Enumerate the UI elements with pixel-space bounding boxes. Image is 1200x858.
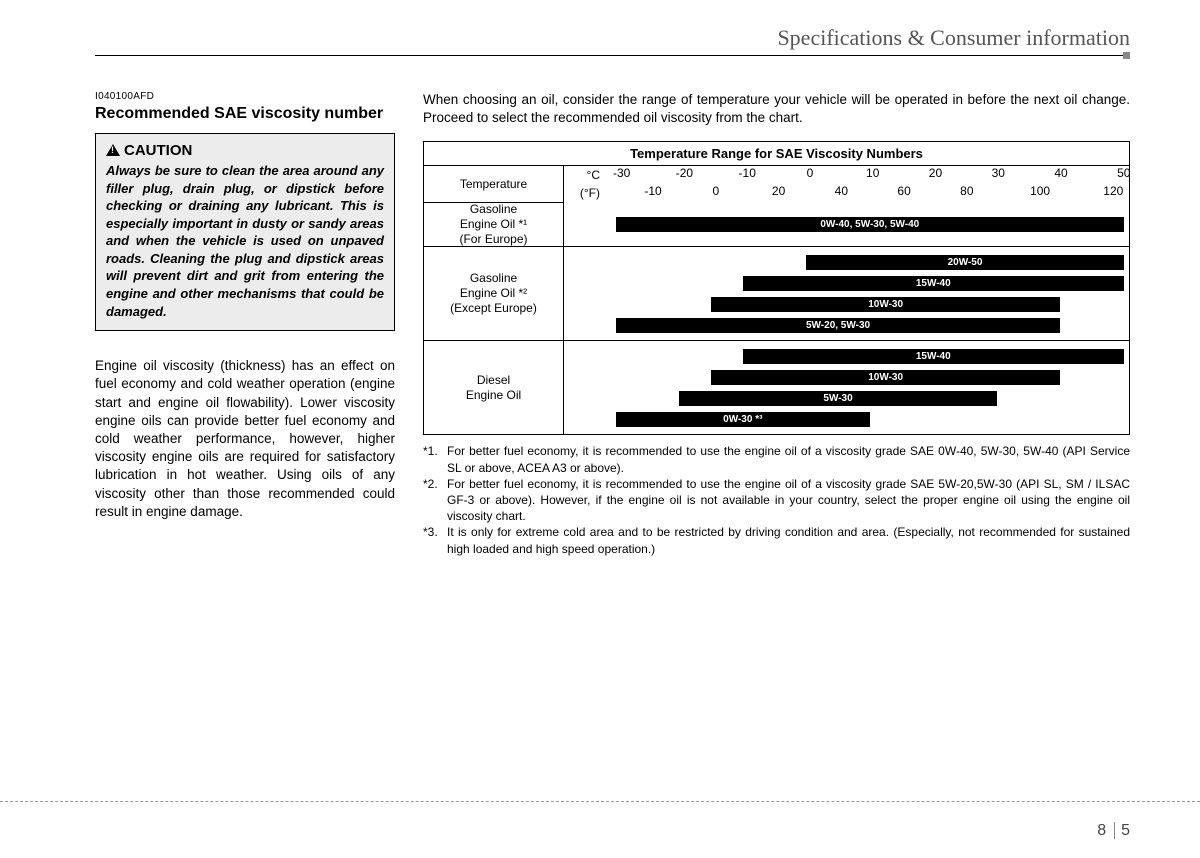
page-number: 85 [1097,822,1130,840]
section-title: Recommended SAE viscosity number [95,104,395,123]
axis-tick: -30 [613,166,630,180]
page-border-dash [0,801,1200,802]
axis-unit: (°F) [564,186,606,200]
axis-tick: -20 [676,166,693,180]
warning-icon [106,144,120,156]
axis-tick: 80 [960,184,973,198]
axis-tick: 20 [929,166,942,180]
header-title: Specifications & Consumer information [767,25,1130,51]
viscosity-chart: Temperature Range for SAE Viscosity Numb… [423,141,1130,435]
viscosity-bar: 15W-40 [743,349,1124,364]
axis-tick: 30 [992,166,1005,180]
chart-row-label: GasolineEngine Oil *¹(For Europe) [424,202,564,246]
axis-tick: 120 [1103,184,1123,198]
caution-heading-text: CAUTION [124,142,192,159]
viscosity-bar: 15W-40 [743,276,1124,291]
axis-tick: 20 [772,184,785,198]
page-number-value: 5 [1121,822,1130,839]
axis-tick: 40 [1054,166,1067,180]
chart-row-label: DieselEngine Oil [424,340,564,434]
axis-tick: -10 [644,184,661,198]
header-tick [1123,52,1130,59]
page-header: Specifications & Consumer information [95,55,1130,56]
axis-tick: 100 [1030,184,1050,198]
viscosity-bar: 20W-50 [806,255,1123,270]
viscosity-paragraph: Engine oil viscosity (thickness) has an … [95,357,395,521]
chart-row: 0W-40, 5W-30, 5W-40 [564,202,1129,246]
viscosity-bar: 10W-30 [711,297,1060,312]
chart-row: 20W-50 15W-40 10W-30 5W-20, 5W-30 [564,246,1129,340]
viscosity-bar: 5W-20, 5W-30 [616,318,1060,333]
axis-tick: 10 [866,166,879,180]
footnote: *2.For better fuel economy, it is recomm… [423,476,1130,525]
chart-row: 15W-40 10W-30 5W-30 0W-30 *³ [564,340,1129,434]
footnote: *1.For better fuel economy, it is recomm… [423,443,1130,475]
chart-title: Temperature Range for SAE Viscosity Numb… [424,142,1129,165]
reference-code: I040100AFD [95,91,395,102]
axis-tick: 0 [807,166,814,180]
caution-text: Always be sure to clean the area around … [106,162,384,320]
axis-tick: 60 [897,184,910,198]
temperature-label: Temperature [424,166,564,202]
axis-unit: °C [564,168,606,182]
axis-tick: 0 [712,184,719,198]
axis-tick: 50 [1117,166,1130,180]
chapter-number: 8 [1097,822,1115,839]
caution-heading: CAUTION [106,142,384,159]
footnotes: *1.For better fuel economy, it is recomm… [423,443,1130,556]
intro-paragraph: When choosing an oil, consider the range… [423,91,1130,127]
header-rule [95,55,1130,56]
axis-tick: -10 [739,166,756,180]
viscosity-bar: 0W-40, 5W-30, 5W-40 [616,217,1124,232]
viscosity-bar: 10W-30 [711,370,1060,385]
viscosity-bar: 0W-30 *³ [616,412,870,427]
footnote: *3.It is only for extreme cold area and … [423,524,1130,556]
chart-row-label: GasolineEngine Oil *²(Except Europe) [424,246,564,340]
caution-box: CAUTION Always be sure to clean the area… [95,133,395,331]
viscosity-bar: 5W-30 [679,391,996,406]
axis-tick: 40 [835,184,848,198]
